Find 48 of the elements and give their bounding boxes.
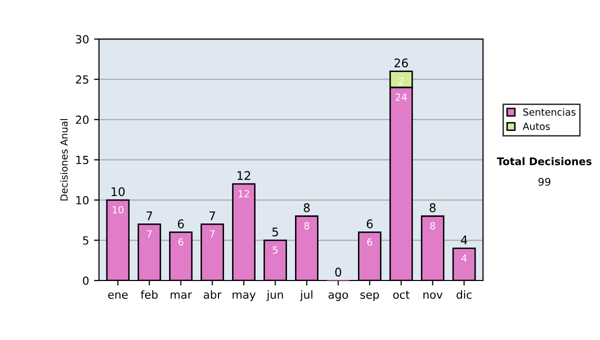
data-label: 10 xyxy=(112,206,124,214)
total-label: 6 xyxy=(366,219,373,228)
x-tick-label: jul xyxy=(300,290,312,301)
x-tick-label: oct xyxy=(393,290,410,299)
y-tick-label: 0 xyxy=(82,276,89,285)
total-label: 26 xyxy=(394,58,408,68)
y-axis-title: Decisiones Anual xyxy=(60,119,68,200)
total-label: 7 xyxy=(210,212,216,220)
data-label: 5 xyxy=(272,246,278,254)
legend-label: Sentencias xyxy=(523,108,576,116)
total-label: 7 xyxy=(146,212,152,220)
data-label: 6 xyxy=(367,238,372,246)
y-tick-label: 5 xyxy=(83,236,88,245)
data-label: 7 xyxy=(210,230,215,238)
data-label: 6 xyxy=(178,238,184,246)
data-label: 4 xyxy=(461,254,467,262)
x-tick-label: sep xyxy=(360,292,379,301)
total-label: 6 xyxy=(178,219,184,228)
total-label: 4 xyxy=(460,236,468,244)
y-tick-label: 20 xyxy=(76,116,89,124)
x-tick-label: feb xyxy=(140,290,158,299)
x-tick-label: mar xyxy=(170,292,192,299)
x-tick-label: abr xyxy=(204,290,222,299)
total-label: 8 xyxy=(430,203,436,212)
legend-label: Autos xyxy=(522,122,550,130)
text: Total Decisiones xyxy=(496,157,592,166)
y-tick-label: 15 xyxy=(76,156,88,164)
total-label: 0 xyxy=(335,268,342,277)
total-label: 10 xyxy=(112,187,125,196)
x-tick-label: jun xyxy=(266,290,283,301)
x-tick-label: ene xyxy=(108,292,128,299)
y-tick-label: 25 xyxy=(76,75,88,84)
text: 99 xyxy=(538,178,550,186)
x-tick-label: dic xyxy=(456,290,472,299)
data-label: 8 xyxy=(430,222,436,230)
x-tick-label: nov xyxy=(423,292,443,299)
x-tick-label: ago xyxy=(328,292,348,301)
data-label: 24 xyxy=(396,93,407,101)
total-label: 12 xyxy=(238,171,250,180)
total-label: 8 xyxy=(304,203,310,212)
data-label: 7 xyxy=(147,230,152,238)
y-tick-label: 30 xyxy=(76,35,89,44)
data-label: 8 xyxy=(304,222,310,230)
data-label: 2 xyxy=(398,77,404,85)
data-label: 12 xyxy=(238,190,249,198)
total-label: 5 xyxy=(272,228,278,236)
x-tick-label: may xyxy=(232,292,256,301)
y-tick-label: 10 xyxy=(76,196,89,204)
